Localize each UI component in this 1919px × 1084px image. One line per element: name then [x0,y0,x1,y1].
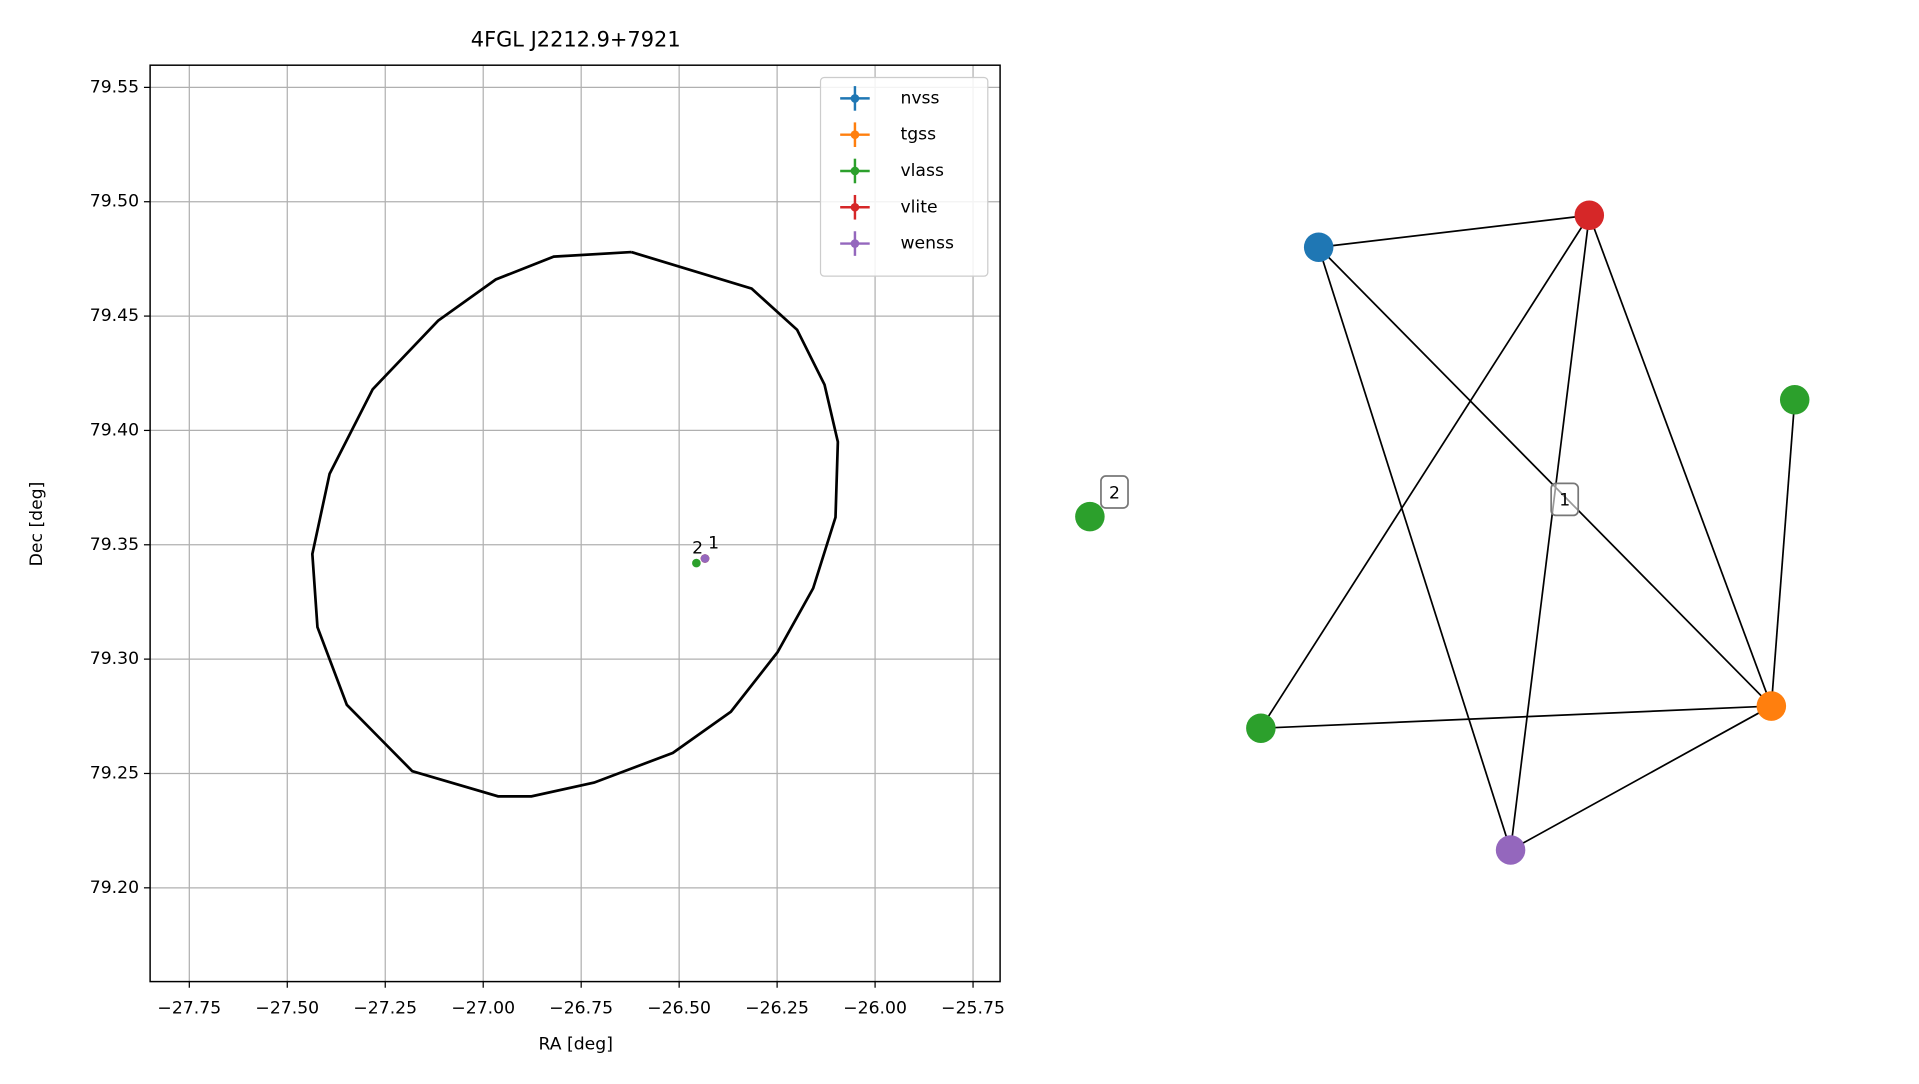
x-tick-label: −26.50 [647,999,711,1019]
y-tick-label: 79.45 [90,306,139,326]
node [1495,835,1526,865]
edge [1510,705,1772,851]
edge [1509,215,1591,851]
legend-label: nvss [900,88,939,108]
x-tick-label: −26.25 [745,999,809,1019]
legend-swatch [850,130,860,139]
x-tick-label: −27.50 [255,999,319,1019]
x-tick-label: −27.00 [451,999,515,1019]
x-tick-label: −27.75 [157,999,221,1019]
y-tick-label: 79.35 [90,535,139,555]
y-tick-label: 79.25 [90,763,139,783]
x-tick-label: −27.25 [353,999,417,1019]
legend-swatch [850,94,860,103]
node [1303,232,1334,263]
data-point [700,554,710,563]
x-tick-label: −26.75 [549,999,613,1019]
legend-swatch [850,239,860,248]
y-tick-label: 79.55 [90,77,139,97]
edge [1317,246,1512,851]
x-axis-label: RA [deg] [539,1034,613,1054]
x-tick-label: −25.75 [941,999,1005,1019]
node [1779,385,1810,415]
legend-swatch [850,202,860,212]
annotation: 1 [708,534,719,554]
edge [1260,705,1772,730]
legend-label: vlass [900,161,943,181]
ellipse [310,250,840,798]
node-label: 1 [1559,491,1570,511]
y-tick-label: 79.30 [90,649,139,669]
node [1075,501,1105,532]
legend-swatch [850,166,860,176]
annotation: 2 [692,538,703,558]
node-label-box [1100,475,1129,509]
legend-label: tgss [900,125,936,145]
edge [1318,214,1590,249]
node-label: 2 [1109,483,1120,503]
legend-label: vlite [900,197,937,217]
data-point [692,558,701,568]
edge [1588,214,1773,707]
edge [1770,399,1796,707]
node [1756,691,1787,721]
node [1246,713,1276,743]
plot-frame [149,64,1001,983]
node-label-box [1550,482,1580,517]
chart-title: 4FGL J2212.9+7921 [471,28,681,52]
node [1574,200,1605,231]
y-tick-label: 79.40 [90,420,139,440]
y-tick-label: 79.20 [90,878,139,898]
legend-label: wenss [900,234,954,254]
y-tick-label: 79.50 [90,192,139,212]
y-axis-label: Dec [deg] [27,482,47,567]
edge [1318,246,1772,707]
legend: nvss tgss vlass vlite wenss [819,76,989,277]
edge [1260,214,1591,729]
x-tick-label: −26.00 [843,999,907,1019]
legend-box [819,76,989,277]
